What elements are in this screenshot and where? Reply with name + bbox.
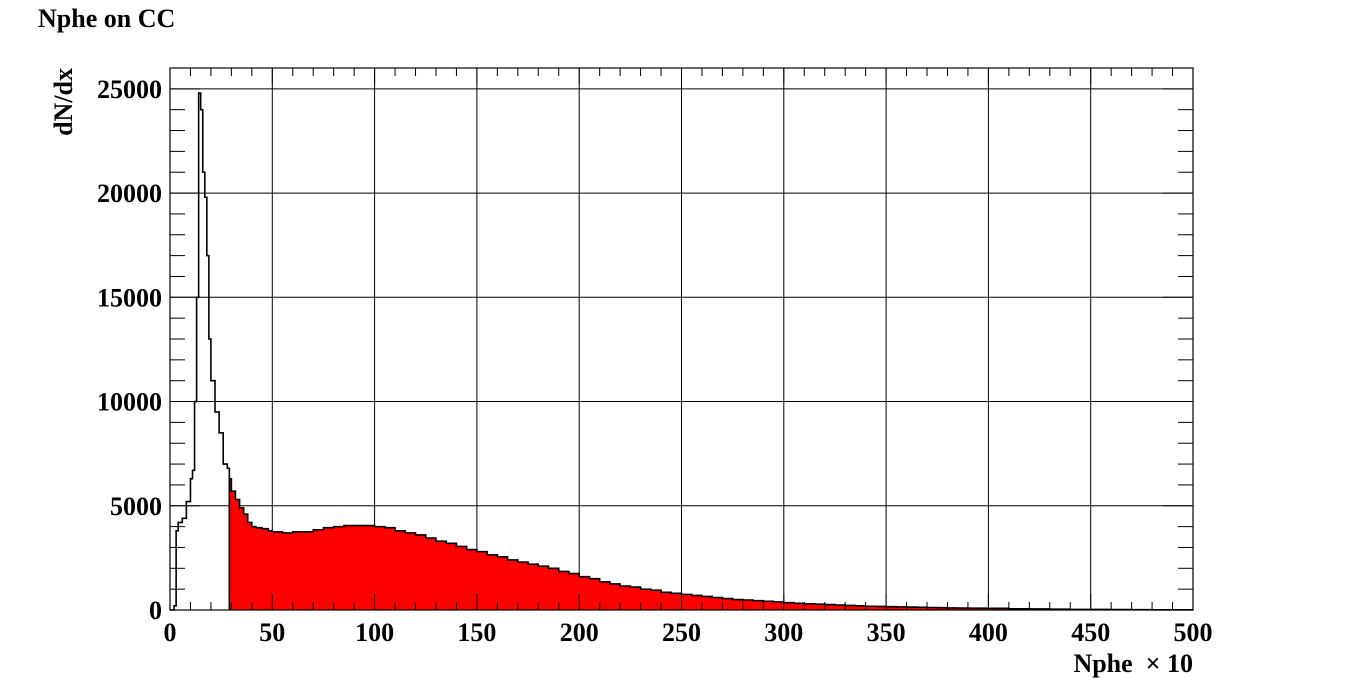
y-tick-label: 10000	[97, 388, 162, 417]
x-tick-label: 250	[662, 618, 701, 647]
y-tick-label: 20000	[97, 179, 162, 208]
y-tick-label: 5000	[110, 492, 162, 521]
x-tick-label: 400	[969, 618, 1008, 647]
ticks-layer	[169, 67, 1194, 611]
filled-region	[229, 478, 1194, 610]
y-tick-label: 25000	[97, 75, 162, 104]
x-tick-label: 350	[867, 618, 906, 647]
x-tick-label: 50	[259, 618, 285, 647]
x-tick-label: 200	[560, 618, 599, 647]
x-tick-label: 500	[1174, 618, 1213, 647]
labels-layer: 0 50 100 150 200 250 300 350 400 450 5000500010000…	[97, 75, 1213, 647]
x-tick-label: 300	[764, 618, 803, 647]
x-tick-label: 100	[355, 618, 394, 647]
x-tick-label: 150	[457, 618, 496, 647]
y-tick-label: 15000	[97, 283, 162, 312]
y-axis-label: dN/dx	[49, 68, 78, 136]
chart-title: Nphe on CC	[38, 4, 175, 33]
x-axis-label: Nphe × 10	[1073, 649, 1193, 678]
x-tick-label: 450	[1071, 618, 1110, 647]
grid-layer	[170, 68, 1193, 610]
x-tick-label: 0	[164, 618, 177, 647]
y-tick-label: 0	[149, 596, 162, 625]
